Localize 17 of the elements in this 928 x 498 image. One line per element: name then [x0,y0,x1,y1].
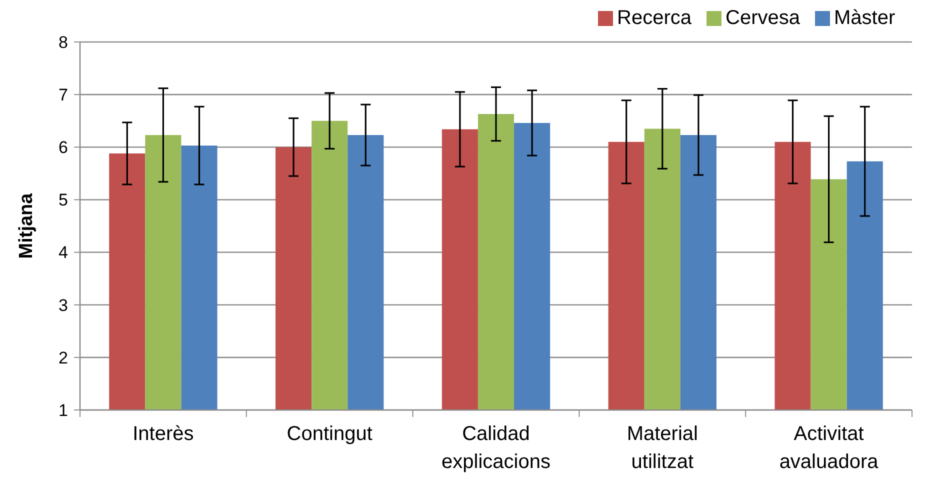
y-axis-title: Mitjana [16,192,37,259]
legend-label: Cervesa [726,7,801,29]
y-tick-label: 8 [58,32,68,52]
y-tick-label: 3 [58,296,68,315]
x-tick-label: Calidad explicacions [442,423,550,473]
y-tick-label: 6 [58,138,68,158]
legend-label: Màster [834,7,896,29]
x-tick-label: Interès [132,423,194,445]
y-tick-label: 1 [58,400,68,420]
y-tick-label: 7 [58,86,68,105]
x-tick-label: Activitat avaluadora [779,423,880,473]
legend-label: Recerca [617,7,692,29]
y-tick-label: 5 [58,190,68,210]
y-tick-label: 2 [58,348,68,368]
x-tick-label: Contingut [286,423,373,445]
x-tick-label: Material utilitzat [626,423,698,473]
y-tick-label: 4 [58,243,68,262]
